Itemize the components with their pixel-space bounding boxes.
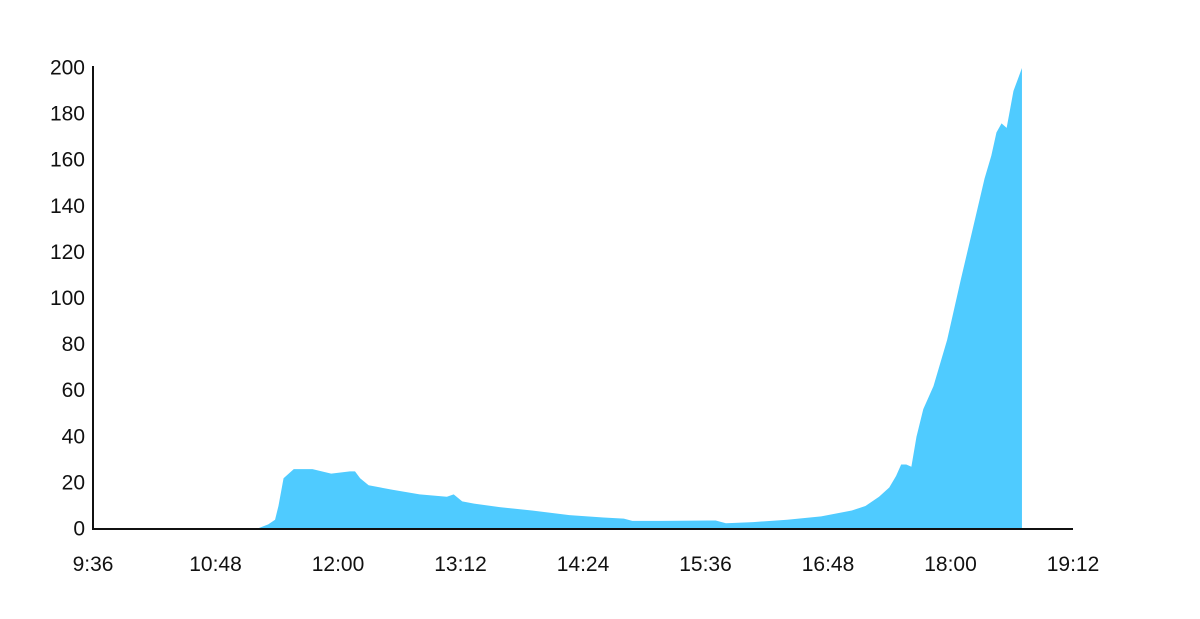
x-tick-label: 13:12: [434, 553, 487, 576]
y-tick-label: 120: [50, 241, 85, 264]
y-tick-label: 60: [62, 379, 85, 402]
x-tick-label: 16:48: [802, 553, 855, 576]
y-tick-label: 100: [50, 287, 85, 310]
area-series: [256, 68, 1022, 529]
axis-layer: [92, 66, 1073, 530]
y-tick-label: 20: [62, 471, 85, 494]
x-tick-label: 18:00: [924, 553, 977, 576]
x-tick-label: 10:48: [189, 553, 242, 576]
y-tick-label: 180: [50, 103, 85, 126]
y-tick-labels: 0 20 40 60 80 100 120 140 160 180 200: [50, 57, 85, 541]
x-tick-label: 12:00: [312, 553, 365, 576]
area-layer: [256, 68, 1022, 529]
y-tick-label: 140: [50, 195, 85, 218]
x-tick-label: 19:12: [1047, 553, 1100, 576]
y-tick-label: 200: [50, 57, 85, 80]
y-tick-label: 40: [62, 425, 85, 448]
x-tick-label: 15:36: [679, 553, 732, 576]
y-tick-label: 160: [50, 149, 85, 172]
x-tick-label: 9:36: [73, 553, 114, 576]
y-tick-label: 80: [62, 333, 85, 356]
y-tick-label: 0: [73, 518, 85, 541]
x-tick-label: 14:24: [557, 553, 610, 576]
x-tick-labels: 9:36 10:48 12:00 13:12 14:24 15:36 16:48 18:00 1…: [73, 553, 1100, 576]
